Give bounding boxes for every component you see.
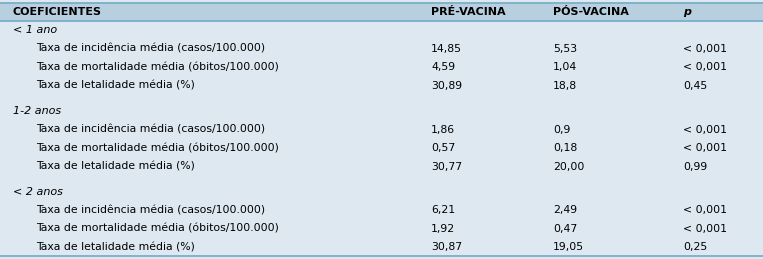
Text: 0,47: 0,47 (553, 224, 578, 234)
Text: Taxa de letalidade média (%): Taxa de letalidade média (%) (36, 81, 195, 91)
Text: Taxa de letalidade média (%): Taxa de letalidade média (%) (36, 162, 195, 171)
Bar (0, 58, 763, 77)
Text: < 0,001: < 0,001 (683, 205, 727, 215)
Bar (0, 3, 763, 21)
Text: 30,77: 30,77 (431, 162, 462, 171)
Bar (0, 139, 763, 157)
Bar (0, 102, 763, 120)
Text: 20,00: 20,00 (553, 162, 584, 171)
Text: 0,45: 0,45 (683, 81, 707, 91)
Bar (0, 120, 763, 139)
Text: Taxa de mortalidade média (óbitos/100.000): Taxa de mortalidade média (óbitos/100.00… (36, 224, 278, 234)
Text: 18,8: 18,8 (553, 81, 578, 91)
Text: 1,04: 1,04 (553, 62, 578, 73)
Text: < 0,001: < 0,001 (683, 143, 727, 153)
Bar (0, 238, 763, 256)
Bar (0, 182, 763, 201)
Text: 5,53: 5,53 (553, 44, 578, 54)
Bar (0, 21, 763, 40)
Text: PRÉ-VACINA: PRÉ-VACINA (431, 7, 506, 17)
Text: Taxa de letalidade média (%): Taxa de letalidade média (%) (36, 242, 195, 252)
Text: 1-2 anos: 1-2 anos (13, 106, 61, 116)
Text: 30,89: 30,89 (431, 81, 462, 91)
Bar (0, 219, 763, 238)
Text: Taxa de mortalidade média (óbitos/100.000): Taxa de mortalidade média (óbitos/100.00… (36, 143, 278, 153)
Text: PÓS-VACINA: PÓS-VACINA (553, 7, 629, 17)
Bar (0, 157, 763, 176)
Text: 1,92: 1,92 (431, 224, 456, 234)
Text: 14,85: 14,85 (431, 44, 462, 54)
Text: 0,57: 0,57 (431, 143, 456, 153)
Text: COEFICIENTES: COEFICIENTES (13, 7, 102, 17)
Text: 0,99: 0,99 (683, 162, 707, 171)
Text: Taxa de mortalidade média (óbitos/100.000): Taxa de mortalidade média (óbitos/100.00… (36, 62, 278, 73)
Text: Taxa de incidência média (casos/100.000): Taxa de incidência média (casos/100.000) (36, 205, 265, 215)
Bar (0, 201, 763, 219)
Text: 0,9: 0,9 (553, 125, 571, 134)
Bar (0, 77, 763, 95)
Text: 0,25: 0,25 (683, 242, 707, 252)
Text: p: p (683, 7, 691, 17)
Text: < 0,001: < 0,001 (683, 224, 727, 234)
Text: 4,59: 4,59 (431, 62, 456, 73)
Text: < 0,001: < 0,001 (683, 44, 727, 54)
Text: 19,05: 19,05 (553, 242, 584, 252)
Text: 0,18: 0,18 (553, 143, 578, 153)
Text: < 1 ano: < 1 ano (13, 25, 57, 35)
Text: < 2 anos: < 2 anos (13, 186, 63, 197)
Bar (0, 40, 763, 58)
Text: < 0,001: < 0,001 (683, 62, 727, 73)
Text: Taxa de incidência média (casos/100.000): Taxa de incidência média (casos/100.000) (36, 125, 265, 134)
Text: 1,86: 1,86 (431, 125, 456, 134)
Text: Taxa de incidência média (casos/100.000): Taxa de incidência média (casos/100.000) (36, 44, 265, 54)
Text: < 0,001: < 0,001 (683, 125, 727, 134)
Text: 2,49: 2,49 (553, 205, 578, 215)
Text: 30,87: 30,87 (431, 242, 462, 252)
Text: 6,21: 6,21 (431, 205, 456, 215)
